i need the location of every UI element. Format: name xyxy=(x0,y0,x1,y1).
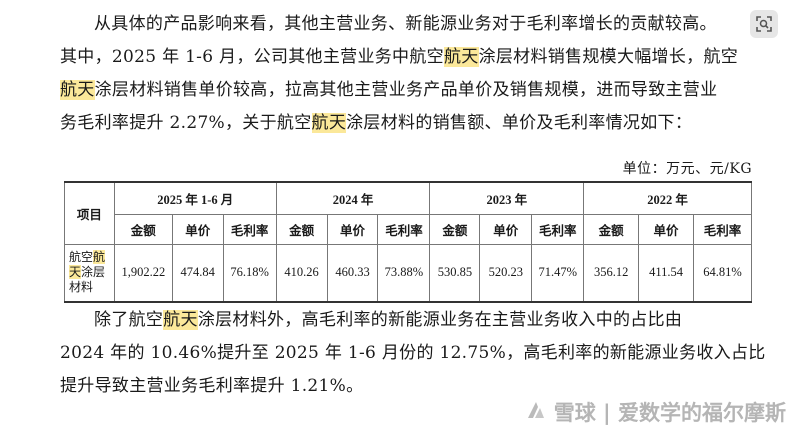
cell-gross-margin: 71.47% xyxy=(531,243,585,303)
subheader-gross-margin: 毛利率 xyxy=(377,213,431,245)
subheader-amount: 金额 xyxy=(583,213,640,245)
highlighted-term: 航天 xyxy=(163,310,198,330)
cell-unit-price: 411.54 xyxy=(638,243,695,303)
cell-gross-margin: 76.18% xyxy=(222,243,277,303)
header-period: 2024 年 xyxy=(275,181,431,215)
subheader-gross-margin: 毛利率 xyxy=(531,213,585,245)
header-period: 2023 年 xyxy=(429,181,585,215)
unit-label: 单位：万元、元/KG xyxy=(622,161,752,177)
cell-unit-price: 474.84 xyxy=(171,243,224,303)
p1-line-2: 其中，2025 年 1-6 月，公司其他主营业务中航空航天涂层材料销售规模大幅增… xyxy=(60,41,760,74)
watermark: 雪球 | 爱数学的福尔摩斯 xyxy=(524,397,786,427)
subheader-unit-price: 单价 xyxy=(326,213,379,245)
cell-gross-margin: 64.81% xyxy=(693,243,752,303)
subheader-gross-margin: 毛利率 xyxy=(222,213,277,245)
subheader-amount: 金额 xyxy=(429,213,481,245)
highlighted-term: 航 xyxy=(93,250,106,265)
p2-line-1: 除了航空航天涂层材料外，高毛利率的新能源业务在主营业务收入中的占比由 xyxy=(60,304,760,337)
highlighted-term: 航天 xyxy=(311,113,347,133)
cell-amount: 530.85 xyxy=(429,243,481,303)
text-segment: 航空 xyxy=(69,250,94,265)
cell-amount: 356.12 xyxy=(583,243,640,303)
text-segment: 除了航空 xyxy=(94,310,164,330)
subheader-amount: 金额 xyxy=(113,213,173,245)
p1-line-1: 从具体的产品影响来看，其他主营业务、新能源业务对于毛利率增长的贡献较高。 xyxy=(94,14,717,34)
cell-unit-price: 520.23 xyxy=(479,243,533,303)
subheader-unit-price: 单价 xyxy=(638,213,695,245)
cell-amount: 1,902.22 xyxy=(113,243,173,303)
subheader-unit-price: 单价 xyxy=(479,213,533,245)
p2-line-3: 提升导致主营业务毛利率提升 1.21%。 xyxy=(60,376,364,396)
cell-gross-margin: 73.88% xyxy=(377,243,431,303)
subheader-gross-margin: 毛利率 xyxy=(693,213,752,245)
subheader-unit-price: 单价 xyxy=(171,213,224,245)
text-segment: 涂层材料销售单价较高，拉高其他主营业务产品单价及销售规模，进而导致主营业 xyxy=(94,80,718,100)
text-segment: 其中，2025 年 1-6 月，公司其他主营业务中航空 xyxy=(60,47,444,67)
watermark-text: 雪球 | 爱数学的福尔摩斯 xyxy=(553,401,786,425)
p1-line-4: 务毛利率提升 2.27%，关于航空航天涂层材料的销售额、单价及毛利率情况如下： xyxy=(60,107,760,140)
subheader-amount: 金额 xyxy=(275,213,328,245)
text-segment: 涂层材料销售规模大幅增长，航空 xyxy=(478,47,739,67)
highlighted-term: 航天 xyxy=(443,47,479,67)
paragraph-2: 除了航空航天涂层材料外，高毛利率的新能源业务在主营业务收入中的占比由 2024 … xyxy=(60,304,766,403)
highlighted-term: 天 xyxy=(69,265,82,280)
p2-line-2: 2024 年的 10.46%提升至 2025 年 1-6 月份的 12.75%，… xyxy=(60,343,766,363)
cell-amount: 410.26 xyxy=(275,243,328,303)
cell-unit-price: 460.33 xyxy=(326,243,379,303)
text-segment: 材料 xyxy=(69,280,94,295)
header-period: 2025 年 1-6 月 xyxy=(113,181,277,215)
row-label: 航空航 天涂层 材料 xyxy=(64,243,115,303)
header-item: 项目 xyxy=(64,181,115,245)
snowball-logo-icon xyxy=(524,398,548,427)
text-segment: 涂层 xyxy=(81,265,106,280)
text-segment: 涂层材料外，高毛利率的新能源业务在主营业务收入中的占比由 xyxy=(197,310,683,330)
text-segment: 务毛利率提升 2.27%，关于航空 xyxy=(60,113,312,133)
image-search-icon[interactable] xyxy=(750,10,778,38)
paragraph-1: 从具体的产品影响来看，其他主营业务、新能源业务对于毛利率增长的贡献较高。 其中，… xyxy=(60,8,760,140)
text-segment: 涂层材料的销售额、单价及毛利率情况如下： xyxy=(346,113,693,133)
highlighted-term: 航天 xyxy=(60,80,95,100)
coating-materials-table: 项目 2025 年 1-6 月 2024 年 2023 年 2022 年 金额 … xyxy=(64,181,752,303)
header-period: 2022 年 xyxy=(583,181,752,215)
p1-line-3: 航天涂层材料销售单价较高，拉高其他主营业务产品单价及销售规模，进而导致主营业 xyxy=(60,74,760,107)
